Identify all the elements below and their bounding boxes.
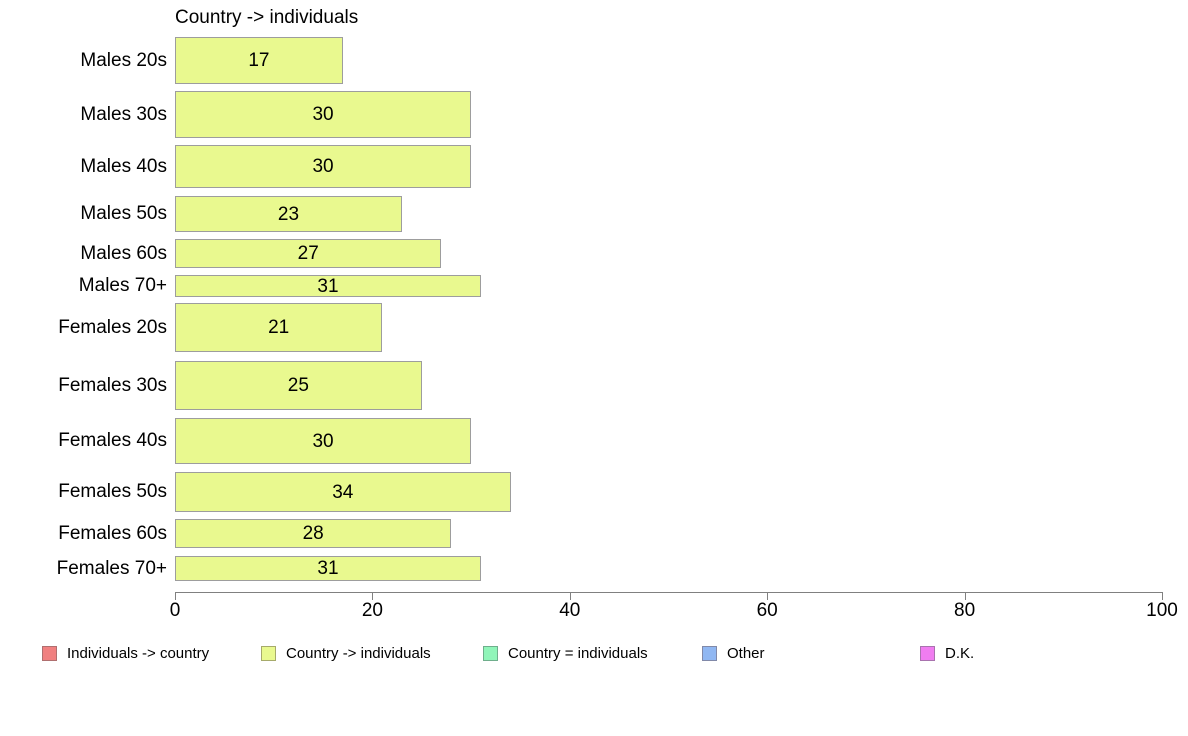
category-label: Females 40s xyxy=(58,430,167,451)
x-axis-tick-label: 20 xyxy=(361,600,383,621)
legend-item-country-to-individuals: Country -> individuals xyxy=(261,644,431,662)
bar: 30 xyxy=(175,145,472,188)
bar-value-label: 23 xyxy=(277,203,300,225)
x-axis-tick xyxy=(175,592,176,600)
bar: 34 xyxy=(175,472,511,512)
x-axis-line xyxy=(175,592,1162,593)
category-label: Females 20s xyxy=(58,316,167,338)
x-axis-tick-label: 100 xyxy=(1146,600,1178,621)
legend-swatch-individuals-to-country xyxy=(42,645,57,661)
category-label: Females 30s xyxy=(58,374,167,396)
category-label: Males 70+ xyxy=(78,275,167,296)
category-label: Males 30s xyxy=(80,103,167,125)
legend-swatch-dk xyxy=(920,645,935,661)
bar: 27 xyxy=(175,239,442,268)
category-label: Males 40s xyxy=(80,155,167,177)
legend-swatch-country-equals-individuals xyxy=(483,645,498,661)
bar: 31 xyxy=(175,275,481,297)
bar: 17 xyxy=(175,37,343,84)
bar: 25 xyxy=(175,361,422,410)
x-axis-tick-label: 0 xyxy=(169,600,181,621)
legend-label: Country = individuals xyxy=(508,644,648,662)
legend-label: Individuals -> country xyxy=(67,644,210,662)
chart-title: Country -> individuals xyxy=(175,7,359,28)
category-label: Females 50s xyxy=(58,481,167,502)
bar: 30 xyxy=(175,91,472,138)
bar-value-label: 28 xyxy=(302,523,324,544)
legend-swatch-other xyxy=(702,645,717,661)
bar-value-label: 30 xyxy=(312,156,334,177)
legend-item-dk: D.K. xyxy=(920,644,974,662)
legend-item-individuals-to-country: Individuals -> country xyxy=(42,644,209,662)
x-axis-tick xyxy=(964,592,966,600)
category-label: Males 50s xyxy=(80,203,167,224)
bar-value-label: 17 xyxy=(248,50,270,71)
category-label: Females 70+ xyxy=(56,557,167,579)
x-axis-tick xyxy=(372,592,374,600)
legend-label: D.K. xyxy=(945,644,975,662)
bar: 23 xyxy=(175,196,402,232)
category-label: Males 20s xyxy=(80,49,167,71)
x-axis-tick-label: 60 xyxy=(756,600,778,621)
bar-value-label: 21 xyxy=(268,317,290,338)
bar-value-label: 31 xyxy=(317,275,339,297)
x-axis-tick xyxy=(767,592,769,600)
legend-item-other: Other xyxy=(702,644,765,662)
bar: 31 xyxy=(175,556,481,581)
bar: 28 xyxy=(175,519,452,548)
category-label: Males 60s xyxy=(80,242,167,264)
x-axis-tick xyxy=(569,592,571,600)
bar-value-label: 27 xyxy=(297,243,319,264)
legend-label: Other xyxy=(727,644,765,662)
x-axis-tick-label: 40 xyxy=(559,600,581,621)
bar-value-label: 31 xyxy=(317,558,339,579)
legend-label: Country -> individuals xyxy=(286,644,431,662)
bar-value-label: 34 xyxy=(332,481,354,503)
bar: 30 xyxy=(175,418,472,464)
bar-value-label: 30 xyxy=(312,104,334,125)
x-axis-tick-label: 80 xyxy=(954,600,976,621)
bar-value-label: 30 xyxy=(312,430,334,452)
bar: 21 xyxy=(175,303,383,352)
x-axis-tick xyxy=(1162,592,1163,600)
bar-value-label: 25 xyxy=(287,375,309,396)
category-label: Females 60s xyxy=(58,522,167,544)
legend-item-country-equals-individuals: Country = individuals xyxy=(483,644,648,662)
legend-swatch-country-to-individuals xyxy=(261,645,276,661)
